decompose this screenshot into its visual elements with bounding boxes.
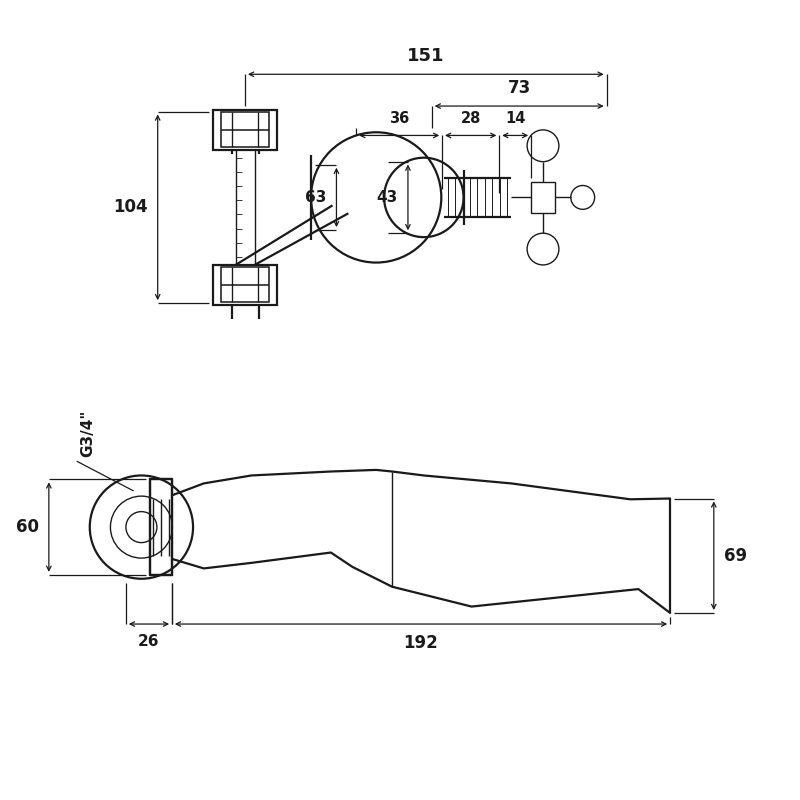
Text: 43: 43 [376,190,398,205]
Text: 192: 192 [404,634,438,651]
Bar [531,182,555,214]
Text: 73: 73 [507,78,530,97]
Text: 63: 63 [305,190,326,205]
Text: 14: 14 [505,111,526,126]
Text: 60: 60 [15,518,38,536]
Bar [150,479,172,574]
Bar [221,113,270,147]
Bar [214,265,277,305]
Bar [221,267,270,302]
Bar [214,110,277,150]
Text: 26: 26 [138,634,160,649]
Text: 151: 151 [407,46,445,65]
Text: 28: 28 [461,111,481,126]
Text: 36: 36 [389,111,410,126]
Text: 104: 104 [113,198,147,216]
Text: G3/4": G3/4" [81,410,96,457]
Text: 69: 69 [724,546,747,565]
